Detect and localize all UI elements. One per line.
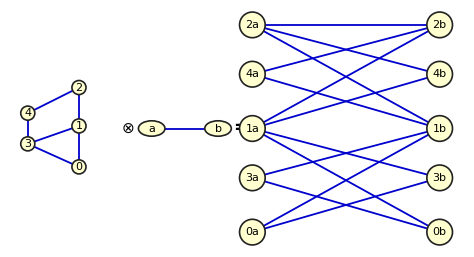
Text: 2b: 2b [433, 20, 447, 30]
Circle shape [72, 119, 86, 133]
Text: 4: 4 [24, 108, 31, 118]
Text: 0b: 0b [433, 227, 447, 237]
Text: 1b: 1b [433, 124, 447, 133]
Circle shape [205, 121, 231, 136]
Circle shape [239, 116, 265, 141]
Text: a: a [148, 124, 155, 133]
Circle shape [72, 80, 86, 95]
Text: 1a: 1a [246, 124, 259, 133]
Text: =: = [234, 120, 248, 137]
Circle shape [21, 106, 35, 120]
Text: 1: 1 [75, 121, 82, 131]
Text: 3b: 3b [433, 173, 447, 183]
Circle shape [72, 160, 86, 174]
Circle shape [239, 165, 265, 191]
Text: 2a: 2a [246, 20, 259, 30]
Text: b: b [215, 124, 221, 133]
Text: 3a: 3a [246, 173, 259, 183]
Text: 0a: 0a [246, 227, 259, 237]
Circle shape [427, 165, 453, 191]
Circle shape [427, 219, 453, 245]
Circle shape [138, 121, 165, 136]
Text: 0: 0 [75, 162, 82, 172]
Circle shape [427, 116, 453, 141]
Text: 4a: 4a [246, 69, 259, 79]
Circle shape [239, 12, 265, 38]
Circle shape [239, 61, 265, 87]
Circle shape [427, 61, 453, 87]
Circle shape [427, 12, 453, 38]
Text: ⊗: ⊗ [121, 121, 134, 136]
Circle shape [239, 219, 265, 245]
Circle shape [21, 137, 35, 151]
Text: 3: 3 [24, 139, 31, 149]
Text: 4b: 4b [433, 69, 447, 79]
Text: 2: 2 [75, 82, 82, 93]
